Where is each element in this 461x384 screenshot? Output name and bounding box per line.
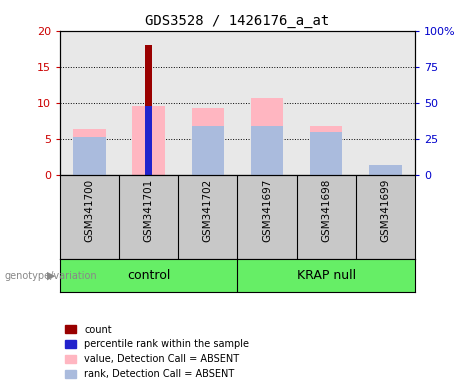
Text: GSM341699: GSM341699: [380, 179, 390, 242]
Bar: [73, 129, 106, 175]
Bar: [192, 108, 224, 175]
Bar: [251, 98, 283, 175]
Bar: [310, 132, 343, 175]
Text: GSM341698: GSM341698: [321, 179, 331, 242]
Text: genotype/variation: genotype/variation: [5, 270, 97, 281]
Bar: [369, 166, 402, 175]
Text: GSM341700: GSM341700: [84, 179, 95, 242]
Bar: [369, 165, 402, 175]
Title: GDS3528 / 1426176_a_at: GDS3528 / 1426176_a_at: [145, 14, 330, 28]
Bar: [251, 126, 283, 175]
Legend: count, percentile rank within the sample, value, Detection Call = ABSENT, rank, : count, percentile rank within the sample…: [65, 324, 249, 379]
Bar: [192, 126, 224, 175]
Bar: [132, 106, 165, 175]
Bar: [310, 126, 343, 175]
Text: KRAP null: KRAP null: [296, 269, 356, 282]
Text: GSM341702: GSM341702: [203, 179, 213, 242]
Text: GSM341697: GSM341697: [262, 179, 272, 242]
Text: ▶: ▶: [47, 270, 55, 281]
Text: GSM341701: GSM341701: [144, 179, 154, 242]
Bar: [145, 45, 152, 175]
Bar: [73, 137, 106, 175]
Text: control: control: [127, 269, 171, 282]
Bar: [145, 106, 152, 175]
